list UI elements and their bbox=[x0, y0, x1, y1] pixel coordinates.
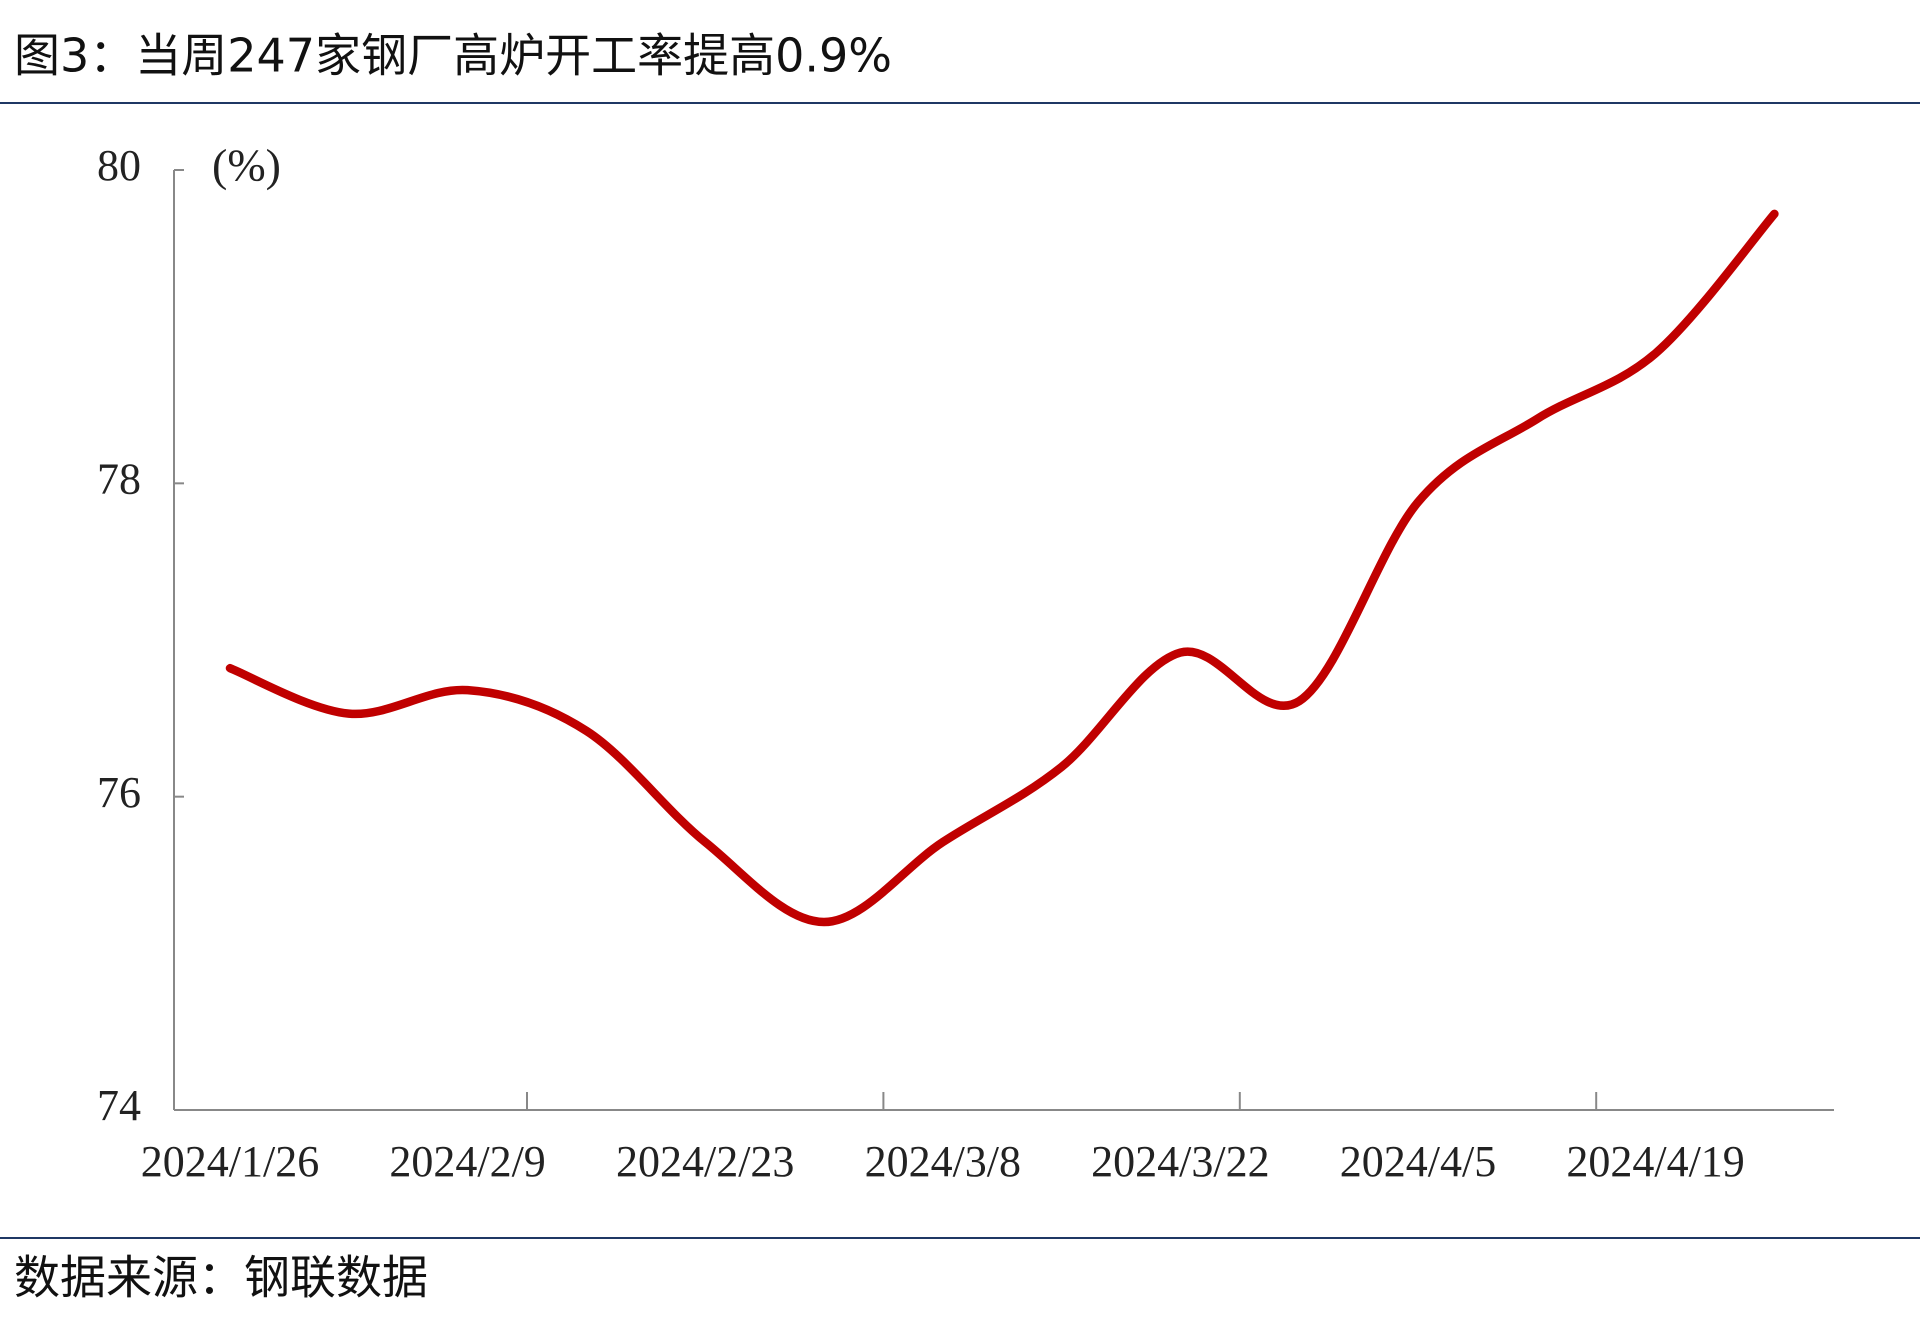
x-tick-label: 2024/3/8 bbox=[865, 1137, 1021, 1186]
x-tick-label: 2024/4/5 bbox=[1340, 1137, 1496, 1186]
x-tick-label: 2024/1/26 bbox=[141, 1137, 319, 1186]
chart-title: 图3：当周247家钢厂高炉开工率提高0.9% bbox=[14, 29, 892, 83]
y-axis-unit: (%) bbox=[212, 140, 281, 191]
source-note: 数据来源：钢联数据 bbox=[14, 1251, 428, 1305]
x-tick-label: 2024/2/9 bbox=[389, 1137, 545, 1186]
y-tick-label: 80 bbox=[97, 141, 141, 190]
x-tick-label: 2024/2/23 bbox=[616, 1137, 794, 1186]
x-tick-label: 2024/3/22 bbox=[1091, 1137, 1269, 1186]
y-tick-label: 76 bbox=[97, 768, 141, 817]
y-tick-label: 78 bbox=[97, 454, 141, 503]
y-tick-label: 74 bbox=[97, 1081, 141, 1130]
data-line bbox=[225, 209, 1779, 927]
x-tick-label: 2024/4/19 bbox=[1566, 1137, 1744, 1186]
